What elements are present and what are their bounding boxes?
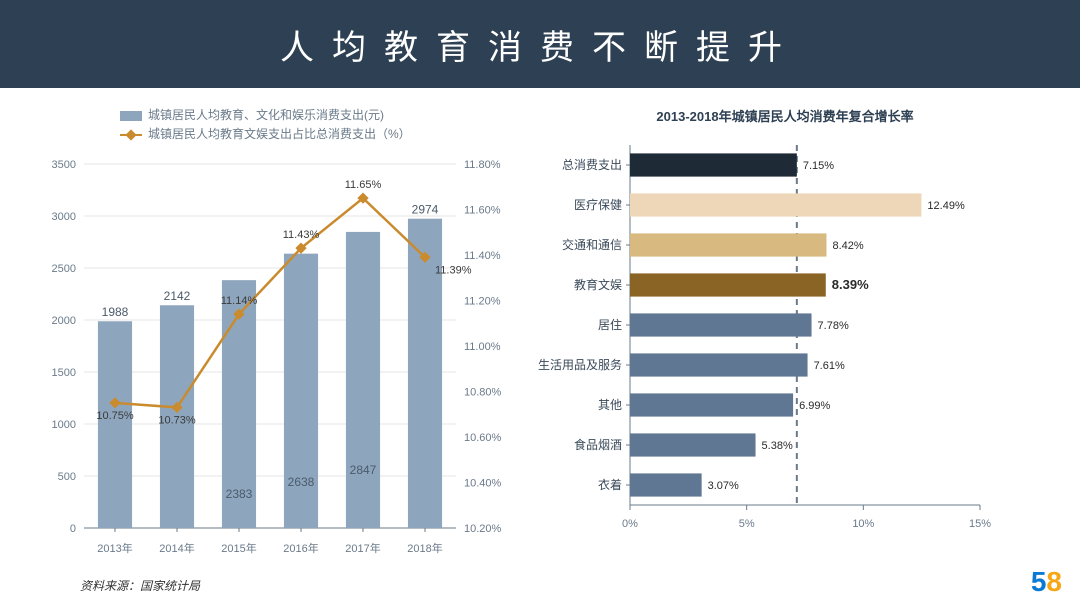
svg-text:10.75%: 10.75% <box>96 410 134 422</box>
svg-text:10.80%: 10.80% <box>464 387 502 399</box>
svg-text:居住: 居住 <box>598 318 622 332</box>
svg-text:15%: 15% <box>969 518 991 530</box>
svg-text:食品烟酒: 食品烟酒 <box>574 437 622 452</box>
left-legend: 城镇居民人均教育、文化和娱乐消费支出(元) 城镇居民人均教育文娱支出占比总消费支… <box>120 106 510 144</box>
svg-text:5%: 5% <box>739 518 755 530</box>
svg-text:11.65%: 11.65% <box>345 180 382 192</box>
svg-text:交通和通信: 交通和通信 <box>562 237 622 252</box>
svg-text:7.78%: 7.78% <box>818 320 849 332</box>
svg-text:11.43%: 11.43% <box>283 230 320 242</box>
left-chart: 城镇居民人均教育、文化和娱乐消费支出(元) 城镇居民人均教育文娱支出占比总消费支… <box>30 106 510 569</box>
svg-text:医疗保健: 医疗保健 <box>574 198 622 212</box>
svg-text:3000: 3000 <box>52 211 76 223</box>
svg-text:11.00%: 11.00% <box>464 341 501 353</box>
svg-text:3500: 3500 <box>52 159 76 171</box>
right-chart: 2013-2018年城镇居民人均消费年复合增长率 0% 5% 10% 15% 总消费支出… <box>520 106 1050 569</box>
svg-text:2018年: 2018年 <box>407 541 442 555</box>
svg-text:衣着: 衣着 <box>598 477 622 492</box>
svg-text:2383: 2383 <box>226 487 253 501</box>
svg-text:2142: 2142 <box>164 290 191 304</box>
charts-row: 城镇居民人均教育、文化和娱乐消费支出(元) 城镇居民人均教育文娱支出占比总消费支… <box>0 88 1080 569</box>
logo-digit-8: 8 <box>1046 566 1062 597</box>
hbar-chart: 0% 5% 10% 15% 总消费支出 7.15% 医疗保健 12.49% 交通和通信 8.42%… <box>520 139 1040 539</box>
line-swatch-icon <box>120 134 142 136</box>
svg-text:11.80%: 11.80% <box>464 159 501 171</box>
source-note: 资料来源：国家统计局 <box>80 577 200 594</box>
svg-text:8.42%: 8.42% <box>832 240 863 252</box>
bar-swatch-icon <box>120 111 142 121</box>
svg-text:12.49%: 12.49% <box>927 200 965 212</box>
svg-text:总消费支出: 总消费支出 <box>562 158 622 172</box>
logo-digit-5: 5 <box>1031 566 1047 597</box>
svg-text:8.39%: 8.39% <box>832 277 869 292</box>
svg-text:0%: 0% <box>622 518 638 530</box>
svg-text:0: 0 <box>70 523 76 535</box>
legend-line-row: 城镇居民人均教育文娱支出占比总消费支出（%） <box>120 125 510 144</box>
svg-text:2013年: 2013年 <box>97 541 132 555</box>
svg-text:2017年: 2017年 <box>345 541 380 555</box>
svg-text:2014年: 2014年 <box>159 541 194 555</box>
svg-text:2500: 2500 <box>52 263 76 275</box>
legend-bar-label: 城镇居民人均教育、文化和娱乐消费支出(元) <box>148 106 384 125</box>
svg-text:教育文娱: 教育文娱 <box>574 277 622 292</box>
svg-text:10.40%: 10.40% <box>464 478 502 490</box>
svg-text:1988: 1988 <box>102 306 129 320</box>
combo-chart: 0 500 1000 1500 2000 2500 3000 3500 10.20% 10.40%… <box>30 144 510 564</box>
svg-text:1500: 1500 <box>52 367 76 379</box>
svg-text:2638: 2638 <box>288 475 315 489</box>
svg-text:11.40%: 11.40% <box>464 250 501 262</box>
svg-text:7.15%: 7.15% <box>803 160 834 172</box>
svg-text:2016年: 2016年 <box>283 541 318 555</box>
svg-text:2015年: 2015年 <box>221 541 256 555</box>
svg-text:11.14%: 11.14% <box>221 296 258 308</box>
svg-text:6.99%: 6.99% <box>799 400 830 412</box>
svg-text:11.20%: 11.20% <box>464 296 501 308</box>
right-chart-title: 2013-2018年城镇居民人均消费年复合增长率 <box>520 106 1050 125</box>
legend-bar-row: 城镇居民人均教育、文化和娱乐消费支出(元) <box>120 106 510 125</box>
svg-text:5.38%: 5.38% <box>762 440 793 452</box>
svg-text:2000: 2000 <box>52 315 76 327</box>
svg-text:1000: 1000 <box>52 419 76 431</box>
svg-text:其他: 其他 <box>598 398 622 412</box>
svg-text:11.60%: 11.60% <box>464 205 501 217</box>
legend-line-label: 城镇居民人均教育文娱支出占比总消费支出（%） <box>148 125 411 144</box>
svg-text:3.07%: 3.07% <box>708 480 739 492</box>
svg-text:500: 500 <box>58 471 76 483</box>
svg-text:7.61%: 7.61% <box>814 360 845 372</box>
svg-text:10%: 10% <box>852 518 874 530</box>
svg-text:10.20%: 10.20% <box>464 523 502 535</box>
svg-text:2847: 2847 <box>350 463 377 477</box>
svg-text:11.39%: 11.39% <box>435 265 472 277</box>
svg-text:生活用品及服务: 生活用品及服务 <box>538 357 622 372</box>
svg-text:10.60%: 10.60% <box>464 432 502 444</box>
svg-text:10.73%: 10.73% <box>158 415 196 427</box>
svg-text:2974: 2974 <box>412 203 439 217</box>
slide-title: 人均教育消费不断提升 <box>0 0 1080 88</box>
logo-58: 58 <box>1031 566 1062 598</box>
